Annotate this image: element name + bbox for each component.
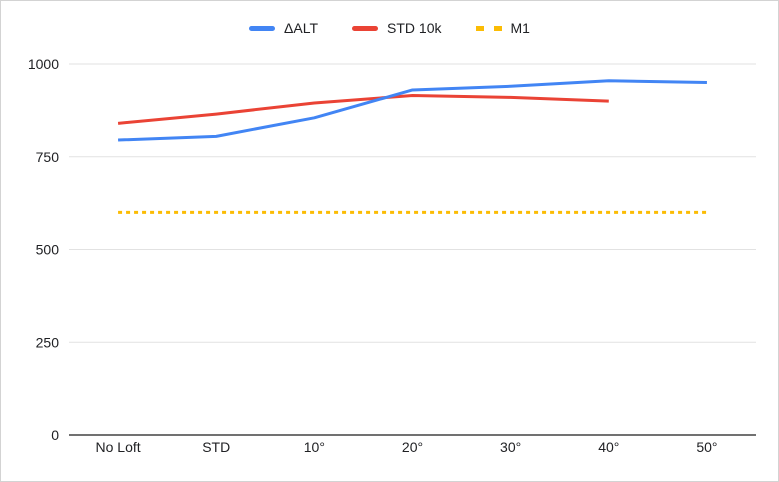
legend-dot-icon	[475, 25, 484, 31]
legend-item-m1[interactable]: M1	[475, 20, 530, 36]
legend-item-dalt[interactable]: ΔALT	[249, 21, 318, 35]
x-tick-label: 20°	[402, 439, 423, 455]
x-tick-label: No Loft	[96, 439, 141, 455]
legend-swatch-m1	[475, 25, 502, 31]
legend-dot-icon	[493, 25, 502, 31]
y-tick-label: 250	[36, 334, 60, 350]
x-tick-label: 30°	[500, 439, 521, 455]
x-tick-label: STD	[202, 439, 230, 455]
y-tick-label: 1000	[28, 56, 59, 72]
x-tick-label: 50°	[696, 439, 717, 455]
legend-item-std10k[interactable]: STD 10k	[352, 20, 442, 36]
series-line-ΔALT[interactable]	[118, 79, 707, 142]
legend-swatch-dalt	[249, 25, 276, 31]
legend-label-dalt: ΔALT	[284, 20, 319, 36]
legend-label-std10k: STD 10k	[387, 20, 442, 36]
chart-legend: ΔALT STD 10k M1	[1, 21, 778, 35]
x-tick-label: 10°	[304, 439, 325, 455]
x-tick-label: 40°	[598, 439, 619, 455]
y-tick-label: 750	[36, 149, 60, 165]
legend-label-m1: M1	[510, 20, 530, 36]
series-line-STD 10k[interactable]	[117, 94, 609, 125]
legend-swatch-std10k	[352, 25, 379, 31]
y-tick-label: 500	[36, 242, 60, 258]
y-tick-label: 0	[51, 427, 59, 443]
